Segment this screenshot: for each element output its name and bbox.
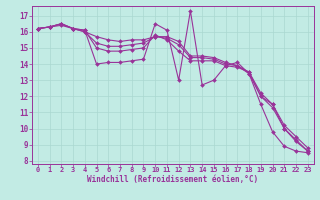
X-axis label: Windchill (Refroidissement éolien,°C): Windchill (Refroidissement éolien,°C) <box>87 175 258 184</box>
